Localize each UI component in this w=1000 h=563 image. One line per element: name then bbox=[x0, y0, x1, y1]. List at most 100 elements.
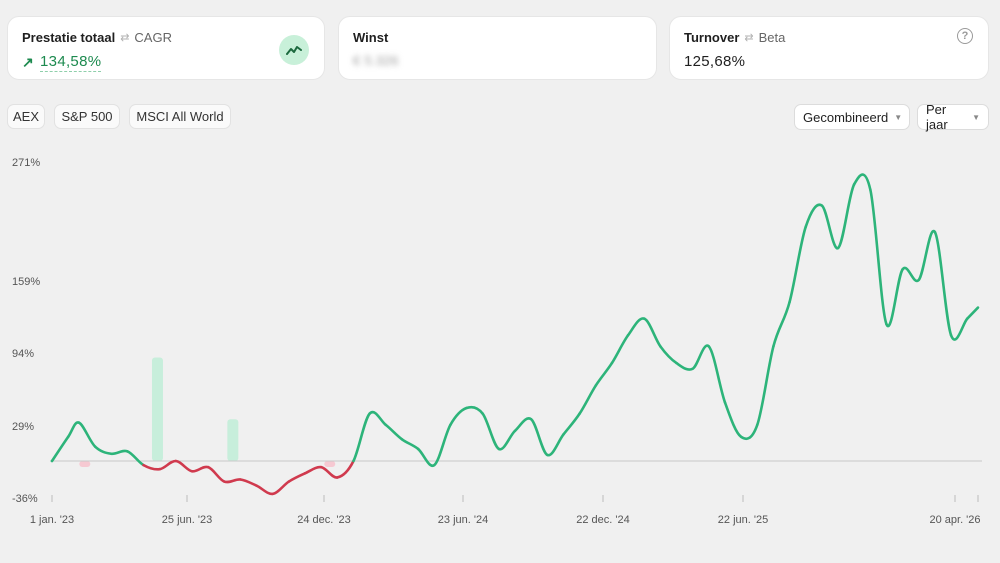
line-segment bbox=[206, 465, 226, 483]
mode-select-value: Gecombineerd bbox=[803, 109, 889, 125]
line-segment bbox=[788, 225, 808, 304]
line-segment bbox=[109, 449, 129, 456]
performance-card[interactable]: Prestatie totaal ⇄ CAGR ↗ 134,58% bbox=[7, 16, 325, 80]
performance-value-row: ↗ 134,58% bbox=[22, 53, 102, 72]
x-tick-label: 23 jun. '24 bbox=[438, 514, 488, 526]
y-tick-label: 159% bbox=[12, 276, 40, 288]
line-segment bbox=[222, 478, 242, 484]
benchmark-sp500[interactable]: S&P 500 bbox=[54, 104, 120, 129]
line-layer bbox=[50, 173, 980, 496]
line-segment bbox=[239, 478, 258, 487]
line-segment bbox=[917, 229, 937, 282]
y-tick-label: -36% bbox=[12, 493, 38, 505]
line-segment bbox=[303, 465, 323, 475]
line-segment bbox=[562, 412, 581, 436]
line-segment bbox=[578, 384, 598, 415]
trend-line-icon[interactable] bbox=[279, 35, 309, 65]
caret-down-icon: ▼ bbox=[972, 112, 980, 122]
turnover-value: 125,68% bbox=[684, 53, 746, 70]
x-axis: 1 jan. '23 25 jun. '23 24 dec. '23 23 jun. … bbox=[30, 495, 981, 526]
benchmark-aex[interactable]: AEX bbox=[7, 104, 45, 129]
line-segment bbox=[852, 173, 872, 191]
bar bbox=[227, 419, 239, 461]
caret-down-icon: ▼ bbox=[894, 112, 903, 122]
x-tick-label: 25 jun. '23 bbox=[162, 514, 212, 526]
line-segment bbox=[400, 437, 420, 451]
line-segment bbox=[465, 405, 484, 415]
turnover-title: Turnover bbox=[684, 30, 740, 45]
line-segment bbox=[271, 480, 291, 496]
line-segment bbox=[755, 345, 775, 427]
turnover-card-header: Turnover ⇄ Beta bbox=[684, 30, 785, 45]
beta-toggle[interactable]: Beta bbox=[758, 30, 786, 45]
line-segment bbox=[772, 300, 791, 348]
line-segment bbox=[594, 361, 614, 387]
y-axis: 271% 159% 94% 29% -36% bbox=[12, 157, 40, 505]
swap-arrows-icon[interactable]: ⇄ bbox=[744, 32, 754, 44]
line-segment bbox=[384, 423, 404, 441]
turnover-value-row: 125,68% bbox=[684, 53, 745, 70]
line-segment bbox=[804, 203, 824, 229]
line-segment bbox=[642, 317, 662, 348]
line-segment bbox=[126, 450, 145, 467]
line-segment bbox=[319, 465, 339, 479]
swap-arrows-icon[interactable]: ⇄ bbox=[120, 32, 130, 44]
mode-select[interactable]: Gecombineerd ▼ bbox=[794, 104, 910, 130]
question-circle-icon[interactable]: ? bbox=[957, 28, 973, 44]
bar bbox=[151, 357, 163, 461]
period-select[interactable]: Per jaar ▼ bbox=[917, 102, 989, 132]
line-segment bbox=[368, 410, 388, 427]
line-segment bbox=[77, 421, 97, 448]
line-segment bbox=[529, 417, 549, 457]
line-segment bbox=[885, 268, 904, 328]
cagr-toggle[interactable]: CAGR bbox=[134, 30, 172, 45]
performance-chart[interactable]: 271% 159% 94% 29% -36% 1 jan. '23 25 jun. '23… bbox=[0, 140, 1000, 535]
performance-title: Prestatie totaal bbox=[22, 30, 116, 45]
line-segment bbox=[352, 412, 371, 463]
x-tick-label: 22 dec. '24 bbox=[576, 514, 629, 526]
line-segment bbox=[933, 230, 953, 337]
line-segment bbox=[66, 421, 81, 439]
line-segment bbox=[707, 345, 727, 404]
line-segment bbox=[739, 423, 759, 440]
line-segment bbox=[142, 463, 161, 471]
period-select-value: Per jaar bbox=[926, 102, 948, 132]
line-segment bbox=[965, 306, 980, 320]
line-segment bbox=[820, 204, 840, 250]
line-segment bbox=[901, 266, 921, 283]
benchmark-msci-world[interactable]: MSCI All World bbox=[129, 104, 231, 129]
line-segment bbox=[255, 484, 275, 496]
bar bbox=[324, 461, 336, 467]
line-segment bbox=[659, 345, 678, 365]
bars-layer bbox=[79, 357, 336, 467]
line-segment bbox=[691, 344, 711, 371]
line-segment bbox=[513, 417, 533, 433]
line-segment bbox=[449, 406, 468, 427]
y-tick-label: 29% bbox=[12, 421, 34, 433]
line-segment bbox=[546, 433, 565, 457]
line-segment bbox=[675, 361, 694, 371]
profit-card[interactable]: Winst € 5.326 bbox=[338, 16, 657, 80]
line-segment bbox=[174, 459, 194, 473]
profit-card-header: Winst bbox=[353, 30, 388, 45]
line-segment bbox=[432, 423, 452, 467]
arrow-up-right-icon: ↗ bbox=[22, 54, 35, 70]
line-segment bbox=[481, 412, 501, 451]
x-tick-label: 22 jun. '25 bbox=[718, 514, 768, 526]
line-segment bbox=[287, 472, 307, 483]
line-segment bbox=[723, 401, 743, 439]
profit-value-row: € 5.326 bbox=[353, 53, 398, 68]
turnover-card[interactable]: Turnover ⇄ Beta 125,68% ? bbox=[669, 16, 989, 80]
x-tick-label: 1 jan. '23 bbox=[30, 514, 74, 526]
line-segment bbox=[626, 317, 646, 337]
line-segment bbox=[336, 459, 355, 479]
line-segment bbox=[93, 445, 113, 456]
line-segment bbox=[416, 447, 436, 468]
performance-value: 134,58% bbox=[40, 53, 102, 72]
x-tick-label: 20 apr. '26 bbox=[929, 514, 980, 526]
line-segment bbox=[50, 435, 70, 463]
line-segment bbox=[610, 333, 630, 365]
y-tick-label: 271% bbox=[12, 157, 40, 169]
line-segment bbox=[497, 429, 517, 451]
line-segment bbox=[836, 183, 856, 250]
